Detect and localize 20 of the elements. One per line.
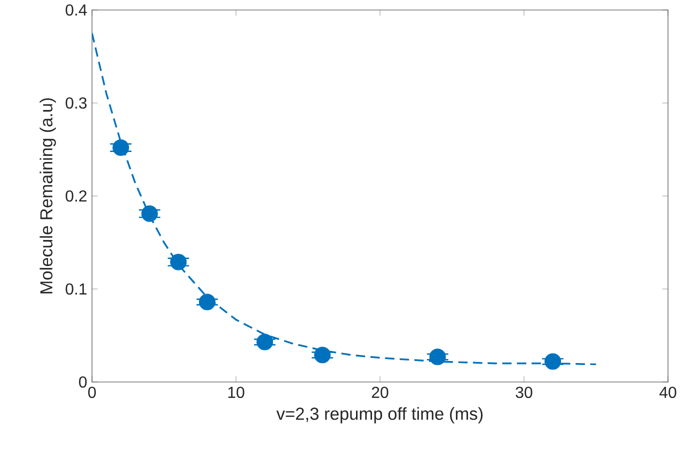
x-tick-label: 30 <box>516 386 532 398</box>
x-axis-title: v=2,3 repump off time (ms) <box>276 407 483 424</box>
point <box>256 334 274 350</box>
x-tick-label: 20 <box>372 386 388 398</box>
point <box>141 205 158 222</box>
point <box>429 348 446 366</box>
y-tick-label: 0 <box>79 376 87 388</box>
x-tick-label: 0 <box>88 386 96 398</box>
y-tick-label: 0.3 <box>66 97 87 109</box>
point <box>112 139 130 156</box>
y-tick-label: 0.4 <box>66 4 87 16</box>
y-axis-title: Molecule Remaining (a.u) <box>40 98 56 294</box>
x-tick-label: 10 <box>228 386 244 398</box>
point <box>314 346 331 364</box>
y-tick-label: 0.1 <box>66 283 87 295</box>
y-tick-label: 0.2 <box>66 190 86 202</box>
point <box>198 294 216 310</box>
x-tick-label: 40 <box>659 386 676 398</box>
point <box>170 254 187 270</box>
point <box>544 353 562 370</box>
